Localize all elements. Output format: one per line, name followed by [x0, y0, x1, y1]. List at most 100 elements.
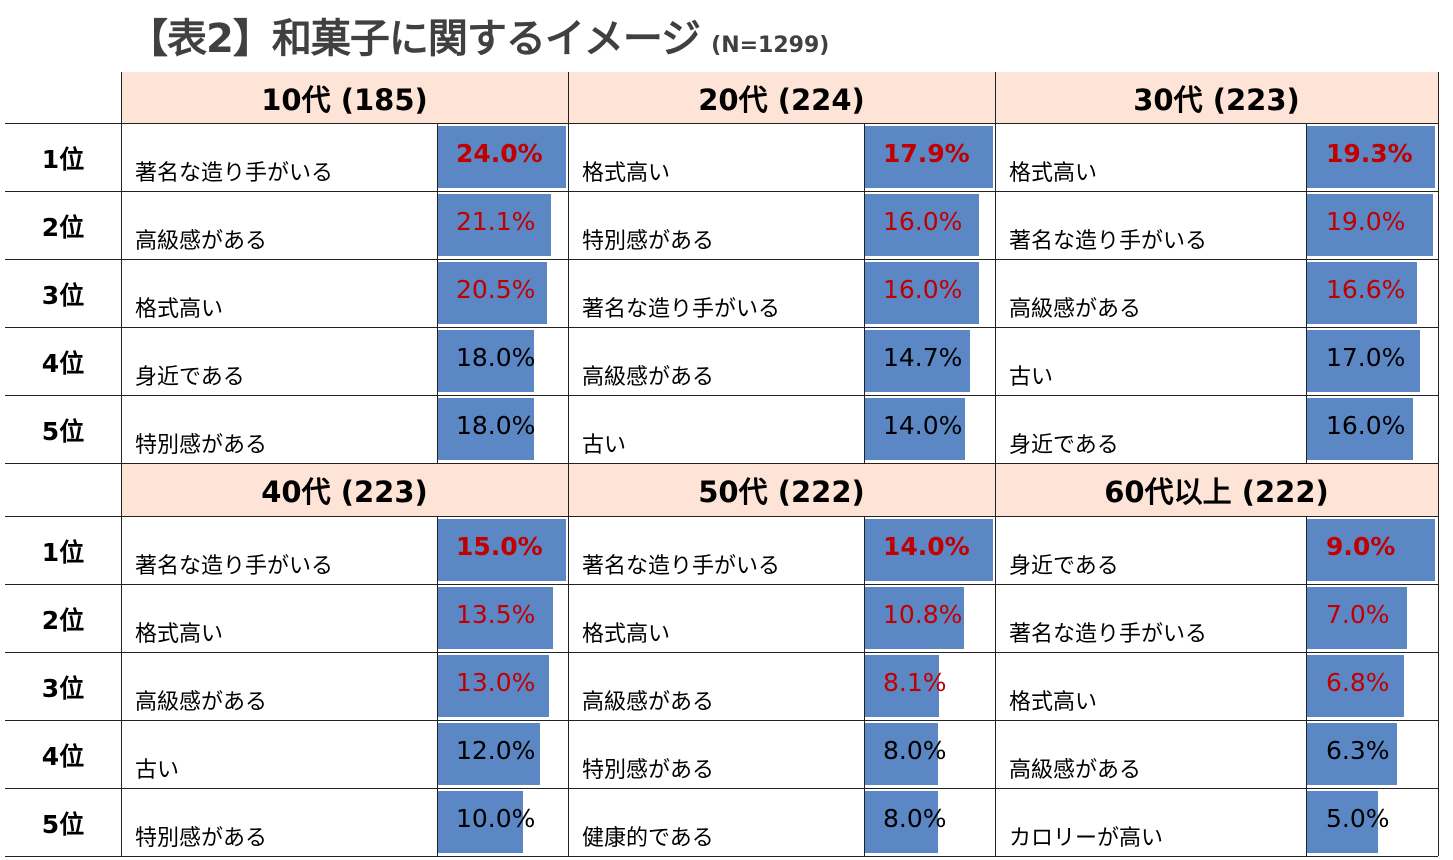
value-bar: [438, 655, 549, 717]
item-label: 古い: [135, 758, 180, 783]
item-label: 著名な造り手がいる: [135, 554, 334, 579]
grid-line: [5, 788, 1438, 789]
rank-label: 5位: [41, 417, 85, 446]
grid-line: [5, 191, 1438, 192]
value-bar: [1307, 723, 1397, 785]
ranking-cell: 格式高い 6.8%: [995, 652, 1438, 720]
ranking-cell: 特別感がある 8.0%: [568, 720, 995, 788]
value-label: 8.0%: [883, 736, 947, 765]
rank-label: 3位: [41, 281, 85, 310]
value-bar: [1307, 330, 1420, 392]
group-header: 40代 (223): [121, 464, 568, 516]
rank-label: 5位: [41, 810, 85, 839]
value-bar: [438, 194, 551, 256]
sample-size: (N=1299): [711, 33, 830, 58]
value-label: 10.0%: [456, 804, 536, 833]
item-label: 高級感がある: [582, 365, 715, 390]
item-label: 身近である: [1009, 554, 1119, 579]
rank-label: 4位: [41, 349, 85, 378]
item-label: 格式高い: [1009, 161, 1098, 186]
item-label: 格式高い: [135, 297, 224, 322]
value-bar: [1307, 519, 1435, 581]
ranking-cell: 高級感がある 13.0%: [121, 652, 568, 720]
item-label: 高級感がある: [1009, 297, 1142, 322]
value-bar: [865, 519, 993, 581]
grid-line: [995, 72, 996, 856]
value-label: 13.5%: [456, 600, 536, 629]
value-label: 13.0%: [456, 668, 536, 697]
grid-line: [864, 123, 865, 463]
value-label: 14.0%: [883, 532, 970, 561]
rank-label: 1位: [41, 538, 85, 567]
value-label: 15.0%: [456, 532, 543, 561]
value-label: 16.6%: [1326, 275, 1406, 304]
value-label: 7.0%: [1326, 600, 1390, 629]
value-bar: [865, 194, 980, 256]
value-bar: [438, 398, 534, 460]
ranking-cell: カロリーが高い 5.0%: [995, 788, 1438, 856]
grid-line: [1306, 516, 1307, 856]
item-label: 著名な造り手がいる: [135, 161, 334, 186]
ranking-cell: 格式高い 10.8%: [568, 584, 995, 652]
ranking-cell: 健康的である 8.0%: [568, 788, 995, 856]
grid-line: [5, 123, 1438, 124]
ranking-cell: 特別感がある 18.0%: [121, 395, 568, 463]
value-bar: [1307, 194, 1433, 256]
group-header: 10代 (185): [121, 72, 568, 124]
value-label: 16.0%: [883, 207, 963, 236]
ranking-cell: 古い 14.0%: [568, 395, 995, 463]
rank-label: 2位: [41, 213, 85, 242]
ranking-cell: 身近である 18.0%: [121, 327, 568, 395]
ranking-cell: 古い 12.0%: [121, 720, 568, 788]
ranking-cell: 高級感がある 14.7%: [568, 327, 995, 395]
ranking-cell: 特別感がある 16.0%: [568, 191, 995, 259]
value-label: 20.5%: [456, 275, 536, 304]
value-bar: [438, 587, 554, 649]
item-label: 古い: [1009, 365, 1054, 390]
value-label: 8.1%: [883, 668, 947, 697]
value-label: 16.0%: [1326, 411, 1406, 440]
item-label: 特別感がある: [135, 826, 268, 851]
rank-label: 2位: [41, 606, 85, 635]
value-label: 17.0%: [1326, 343, 1406, 372]
value-label: 24.0%: [456, 139, 543, 168]
item-label: 健康的である: [582, 826, 714, 851]
group-header: 20代 (224): [568, 72, 995, 124]
group-header: 30代 (223): [995, 72, 1438, 124]
value-label: 17.9%: [883, 139, 970, 168]
value-bar: [865, 723, 939, 785]
ranking-cell: 高級感がある 21.1%: [121, 191, 568, 259]
value-bar: [438, 126, 566, 188]
ranking-cell: 著名な造り手がいる 15.0%: [121, 516, 568, 584]
grid-line: [5, 395, 1438, 396]
value-bar: [1307, 655, 1404, 717]
grid-line: [1306, 123, 1307, 463]
grid-line: [568, 72, 569, 856]
value-bar: [438, 262, 548, 324]
item-label: 特別感がある: [582, 758, 715, 783]
group-header: 50代 (222): [568, 464, 995, 516]
item-label: カロリーが高い: [1009, 826, 1164, 851]
value-label: 14.7%: [883, 343, 963, 372]
item-label: 著名な造り手がいる: [1009, 622, 1208, 647]
item-label: 高級感がある: [135, 229, 268, 254]
item-label: 特別感がある: [582, 229, 715, 254]
grid-line: [437, 123, 438, 463]
value-label: 8.0%: [883, 804, 947, 833]
item-label: 身近である: [1009, 433, 1119, 458]
title-row: 【表2】和菓子に関するイメージ (N=1299): [128, 6, 829, 64]
rank-label: 1位: [41, 145, 85, 174]
ranking-cell: 古い 17.0%: [995, 327, 1438, 395]
value-bar: [438, 330, 534, 392]
grid-line: [1438, 72, 1439, 856]
ranking-cell: 格式高い 19.3%: [995, 123, 1438, 191]
ranking-cell: 著名な造り手がいる 7.0%: [995, 584, 1438, 652]
grid-line: [5, 327, 1438, 328]
value-bar: [865, 398, 966, 460]
value-bar: [1307, 398, 1414, 460]
value-label: 9.0%: [1326, 532, 1396, 561]
item-label: 高級感がある: [582, 690, 715, 715]
grid-line: [5, 856, 1438, 857]
value-label: 6.3%: [1326, 736, 1390, 765]
value-label: 18.0%: [456, 343, 536, 372]
